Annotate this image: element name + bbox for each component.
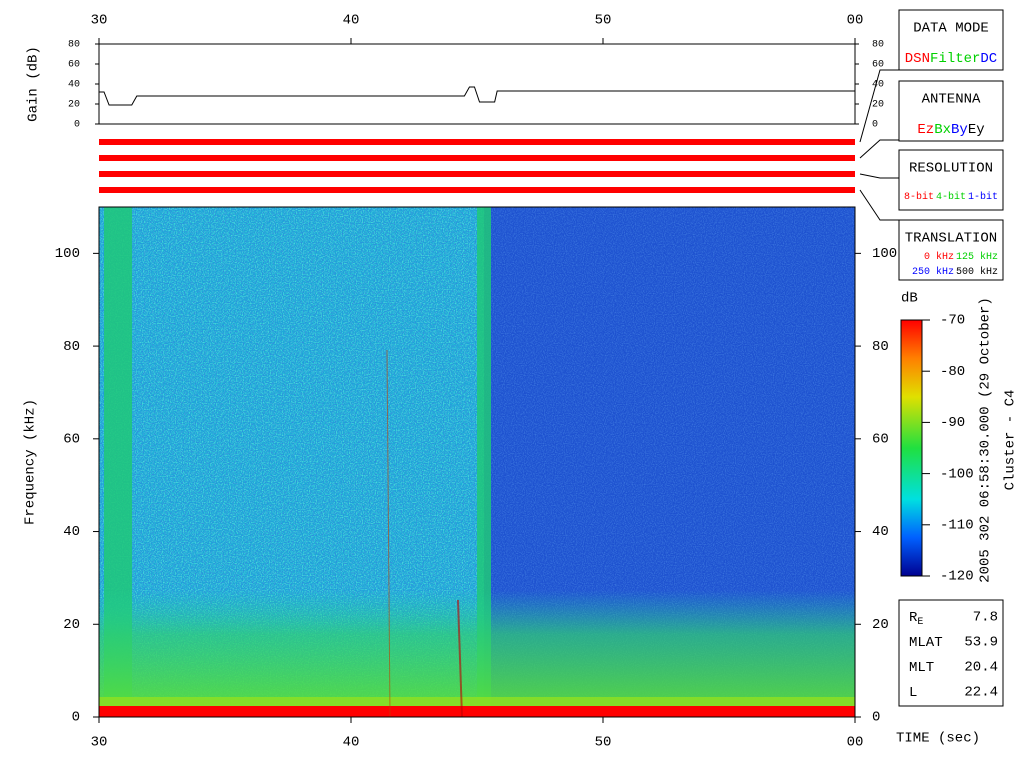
gain-tick-label: 0	[74, 120, 80, 131]
colorbar-tick-label: -70	[940, 313, 965, 329]
x-tick-label: 50	[595, 735, 612, 751]
info-label-sub: E	[917, 617, 923, 628]
mode-bar	[99, 171, 855, 177]
gain-tick-label: 0	[872, 120, 878, 131]
info-label-text: L	[909, 685, 917, 701]
gain-tick-label: 80	[872, 40, 884, 51]
y-tick-label: 40	[872, 524, 889, 540]
info-value: 20.4	[964, 660, 998, 676]
gain-line	[99, 86, 855, 106]
x-tick-label: 30	[91, 13, 108, 29]
colorbar-tick-label: -120	[940, 569, 974, 585]
gain-tick-label: 40	[68, 80, 80, 91]
legend-item: 0 kHz	[924, 251, 954, 263]
x-tick-label: 40	[343, 13, 360, 29]
legend-box-title: ANTENNA	[922, 92, 981, 108]
legend-item: Ez	[917, 122, 934, 138]
legend-row: 250 kHz 500 kHz	[912, 266, 998, 278]
info-value: 22.4	[964, 685, 998, 701]
gain-tick-label: 20	[68, 100, 80, 111]
y-tick-label: 60	[63, 432, 80, 448]
legend-item: DSN	[905, 51, 930, 67]
info-value: 7.8	[973, 610, 998, 626]
legend-box-title: RESOLUTION	[909, 161, 993, 177]
legend-box-title: DATA MODE	[913, 21, 989, 37]
gain-tick-label: 80	[68, 40, 80, 51]
colorbar-tick-label: -100	[940, 466, 974, 482]
legend-item: By	[951, 122, 968, 138]
y-tick-label: 100	[55, 246, 80, 262]
x-tick-label: 00	[847, 13, 864, 29]
side-text: 2005 302 06:58:30.000 (29 October)	[978, 297, 994, 583]
y-tick-label: 60	[872, 432, 889, 448]
y-tick-label: 100	[872, 246, 897, 262]
legend-item: 500 kHz	[956, 266, 998, 278]
info-label: RE	[909, 610, 923, 628]
colorbar	[900, 319, 923, 577]
colorbar-tick-label: -110	[940, 518, 974, 534]
info-box	[898, 599, 1004, 707]
legend-item: 4-bit	[936, 191, 966, 203]
legend-item: 125 kHz	[956, 251, 998, 263]
legend-item: Bx	[934, 122, 951, 138]
gain-tick-label: 60	[68, 60, 80, 71]
mode-bar	[99, 139, 855, 145]
side-text: Cluster - C4	[1003, 390, 1019, 491]
x-tick-label: 40	[343, 735, 360, 751]
legend-item: Ey	[968, 122, 985, 138]
y-axis-label: Frequency (kHz)	[23, 399, 39, 525]
mode-bar	[99, 187, 855, 193]
gain-tick-label: 20	[872, 100, 884, 111]
legend-box	[898, 149, 1004, 211]
spectrogram-image	[99, 207, 855, 717]
legend-item: 250 kHz	[912, 266, 954, 278]
info-label: L	[909, 685, 917, 701]
info-label-text: MLT	[909, 660, 934, 676]
legend-item: DC	[980, 51, 997, 67]
info-label: MLAT	[909, 635, 943, 651]
colorbar-label: dB	[901, 291, 918, 307]
connectors	[859, 69, 899, 221]
legend-box	[898, 219, 1004, 281]
legend-box-title: TRANSLATION	[905, 231, 997, 247]
legend-item: 8-bit	[904, 191, 934, 203]
legend-row: 8-bit 4-bit 1-bit	[904, 191, 998, 203]
gain-frame	[98, 43, 856, 125]
x-tick-label: 30	[91, 735, 108, 751]
y-tick-label: 0	[872, 710, 880, 726]
legend-row: EzBxByEy	[917, 122, 984, 138]
colorbar-tick-label: -90	[940, 415, 965, 431]
x-tick-label: 00	[847, 735, 864, 751]
spectrogram-frame	[98, 206, 856, 718]
colorbar-tick-label: -80	[940, 364, 965, 380]
info-value: 53.9	[964, 635, 998, 651]
gain-label: Gain (dB)	[26, 46, 42, 122]
legend-row: DSNFilterDC	[905, 51, 997, 67]
legend-box	[898, 9, 1004, 71]
x-axis-label: TIME (sec)	[896, 731, 980, 747]
mode-bar	[99, 155, 855, 161]
y-tick-label: 80	[63, 339, 80, 355]
y-tick-label: 40	[63, 524, 80, 540]
y-tick-label: 20	[63, 617, 80, 633]
info-label-text: MLAT	[909, 635, 943, 651]
gain-tick-label: 60	[872, 60, 884, 71]
info-label-text: R	[909, 610, 918, 626]
y-tick-label: 20	[872, 617, 889, 633]
legend-item: Filter	[930, 51, 980, 67]
gain-tick-label: 40	[872, 80, 884, 91]
legend-row: 0 kHz 125 kHz	[924, 251, 998, 263]
x-tick-label: 50	[595, 13, 612, 29]
legend-box	[898, 80, 1004, 142]
y-tick-label: 0	[72, 710, 80, 726]
info-label: MLT	[909, 660, 934, 676]
legend-item: 1-bit	[968, 191, 998, 203]
y-tick-label: 80	[872, 339, 889, 355]
